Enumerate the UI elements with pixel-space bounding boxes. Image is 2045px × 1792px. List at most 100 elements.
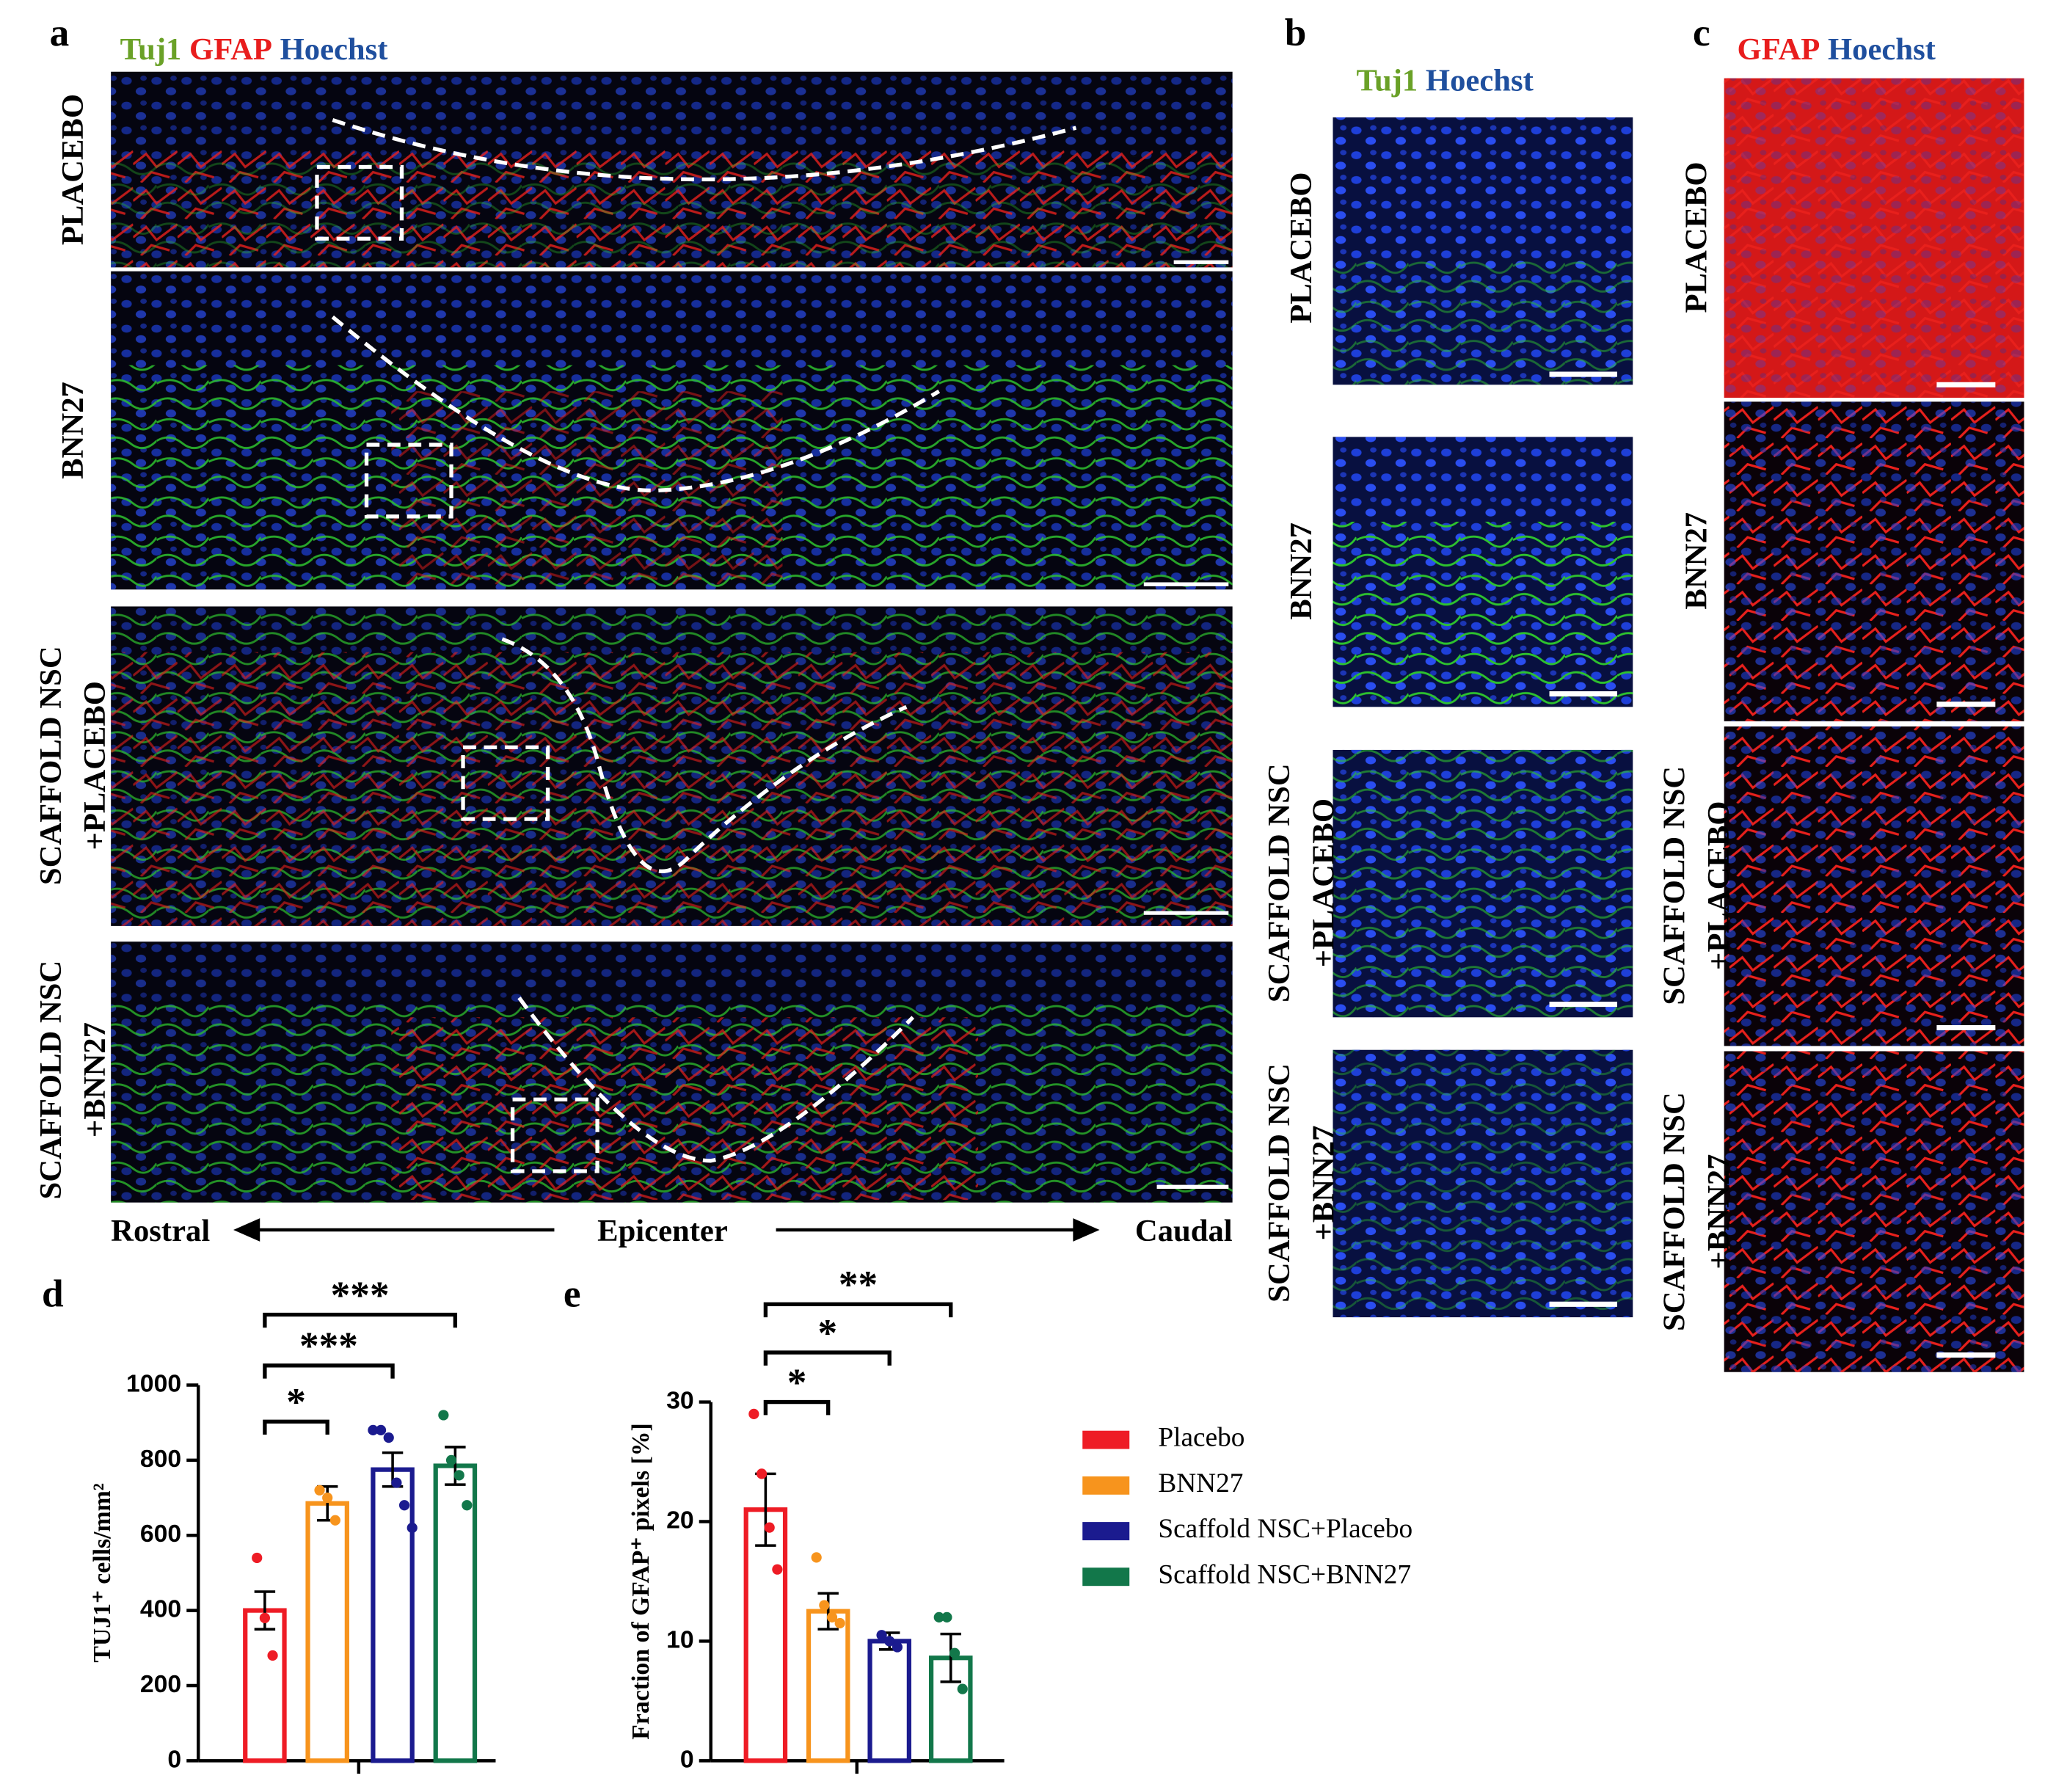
data-point <box>259 1612 271 1623</box>
panel-label: c <box>1693 10 1710 54</box>
panel-a-images <box>111 71 1233 1203</box>
row-label-text: BNN27 <box>1284 522 1319 620</box>
row-label: SCAFFOLD NSC +PLACEBO <box>1657 766 1735 1005</box>
significance-label: * <box>787 1360 807 1404</box>
y-tick-label: 20 <box>666 1506 694 1534</box>
significance-label: ** <box>839 1262 878 1306</box>
row-label-text: +BNN27 <box>1702 1154 1736 1270</box>
bar <box>743 1507 788 1763</box>
stain-name: Tuj1 <box>1356 64 1418 98</box>
significance-label: * <box>817 1311 837 1355</box>
bar <box>305 1501 349 1763</box>
significance-bracket <box>763 1350 892 1366</box>
row-label: SCAFFOLD NSC +BNN27 <box>34 961 112 1200</box>
panel-c-images <box>1724 78 2024 1372</box>
data-point <box>941 1611 952 1622</box>
legend-label: Scaffold NSC+Placebo <box>1158 1514 1412 1544</box>
stain-name: Hoechst <box>1828 32 1936 67</box>
row-label: SCAFFOLD NSC +PLACEBO <box>34 646 112 885</box>
stain-name: Hoechst <box>280 32 389 67</box>
y-label-group: Fraction of GFAP⁺ pixels [%] <box>627 1423 655 1739</box>
row-label-text: +BNN27 <box>1306 1126 1341 1241</box>
row-label: SCAFFOLD NSC +BNN27 <box>1262 1063 1341 1303</box>
stain-name: GFAP <box>1737 32 1820 67</box>
stain-name: GFAP <box>189 32 272 67</box>
row-label-text: BNN27 <box>56 382 90 479</box>
data-point <box>826 1611 838 1622</box>
error-bar <box>940 1632 961 1683</box>
data-point <box>368 1424 379 1436</box>
axis-direction: Rostral <box>111 1214 210 1248</box>
data-point <box>322 1492 333 1504</box>
axis-direction: Epicenter <box>597 1214 728 1248</box>
data-point <box>834 1617 845 1629</box>
data-point <box>933 1611 944 1622</box>
row-label: BNN27 <box>56 382 90 479</box>
data-point <box>383 1432 394 1443</box>
legend-swatch <box>1082 1430 1130 1449</box>
legend-swatch <box>1082 1476 1130 1495</box>
y-tick-label: 0 <box>167 1745 181 1773</box>
data-point <box>756 1468 768 1479</box>
y-tick-label: 600 <box>140 1520 181 1548</box>
error-bar <box>817 1592 839 1631</box>
data-point <box>314 1485 325 1496</box>
row-label: PLACEBO <box>1680 161 1714 313</box>
row-label: SCAFFOLD NSC +BNN27 <box>1657 1092 1735 1331</box>
row-label: PLACEBO <box>1284 172 1319 324</box>
data-point <box>949 1647 960 1658</box>
panel-label: d <box>42 1272 64 1316</box>
row-label-text: BNN27 <box>1680 512 1714 610</box>
significance-bracket <box>763 1399 831 1416</box>
panel-label: b <box>1285 10 1307 54</box>
row-label-text: PLACEBO <box>1680 161 1714 313</box>
y-axis-label: Fraction of GFAP⁺ pixels [%] <box>627 1423 655 1739</box>
stain-header: GFAP Hoechst <box>1737 32 1936 67</box>
y-tick-label: 200 <box>140 1670 181 1698</box>
axis-direction: Caudal <box>1135 1214 1233 1248</box>
row-label-text: SCAFFOLD NSC <box>1262 1063 1297 1303</box>
significance-bracket <box>763 1302 953 1318</box>
data-point <box>772 1564 783 1575</box>
significance-label: * <box>286 1380 306 1424</box>
bar <box>371 1467 415 1763</box>
y-tick-label: 0 <box>680 1745 694 1773</box>
data-point <box>453 1470 464 1481</box>
data-point <box>764 1522 775 1533</box>
data-point <box>267 1650 278 1661</box>
data-point <box>819 1600 830 1611</box>
data-point <box>876 1630 887 1641</box>
panel-label: a <box>50 10 70 54</box>
row-label-text: +BNN27 <box>78 1022 112 1137</box>
data-point <box>892 1642 903 1653</box>
y-tick-label: 800 <box>140 1445 181 1473</box>
row-label-text: SCAFFOLD NSC <box>34 961 68 1200</box>
stain-header: Tuj1 Hoechst <box>1356 64 1534 98</box>
stain-name: Hoechst <box>1426 64 1534 98</box>
row-label-text: PLACEBO <box>56 94 90 245</box>
legend-label: Placebo <box>1158 1423 1244 1453</box>
data-point <box>748 1408 759 1419</box>
data-point <box>884 1636 895 1647</box>
bar <box>806 1609 850 1763</box>
row-label: SCAFFOLD NSC +PLACEBO <box>1262 763 1341 1002</box>
data-point <box>398 1500 410 1511</box>
row-label-text: SCAFFOLD NSC <box>1657 766 1691 1005</box>
bar <box>243 1608 287 1763</box>
bar <box>867 1639 911 1763</box>
data-point <box>375 1424 387 1436</box>
significance-bracket <box>263 1363 395 1379</box>
data-point <box>957 1683 968 1694</box>
data-point <box>252 1552 263 1564</box>
stain-name: Tuj1 <box>120 32 182 67</box>
panel-b-images <box>1333 117 1633 1318</box>
data-point <box>445 1454 457 1465</box>
row-label: BNN27 <box>1680 512 1714 610</box>
row-label-text: +PLACEBO <box>1702 801 1736 970</box>
data-point <box>407 1522 418 1534</box>
row-label-text: SCAFFOLD NSC <box>34 646 68 885</box>
data-point <box>329 1515 340 1526</box>
significance-bracket <box>263 1419 329 1435</box>
row-label-text: +PLACEBO <box>78 681 112 850</box>
data-point <box>462 1500 473 1511</box>
